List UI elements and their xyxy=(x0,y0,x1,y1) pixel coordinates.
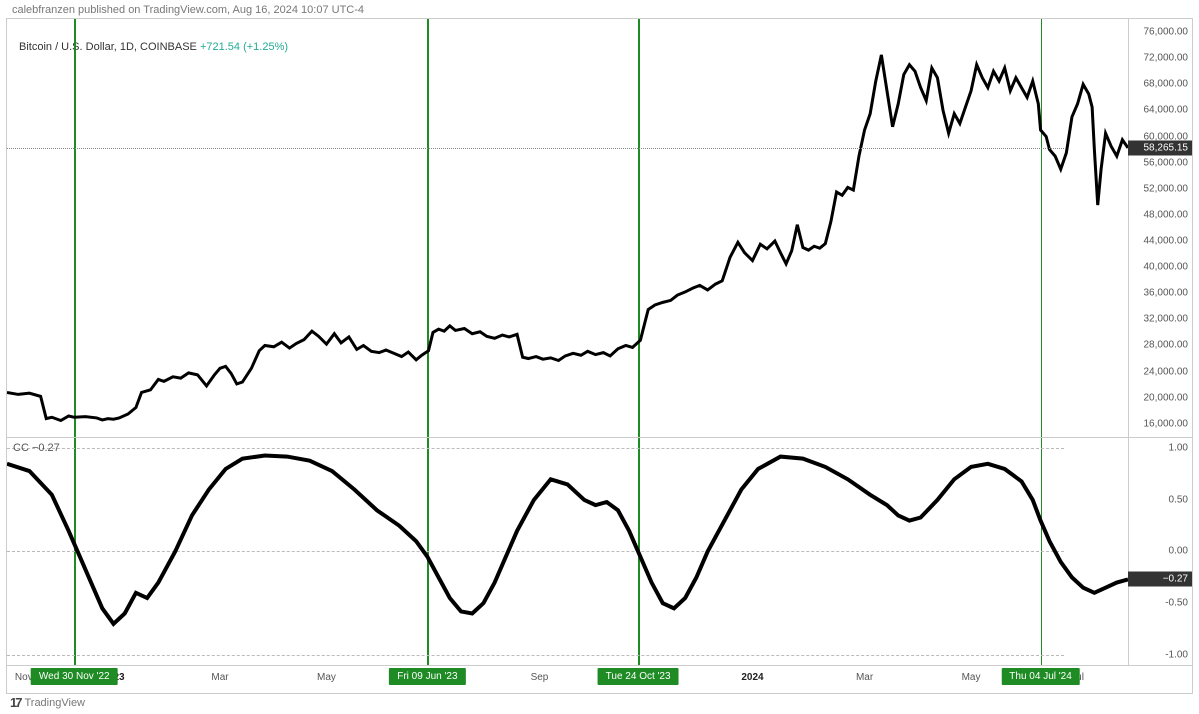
indicator-series xyxy=(7,438,1128,665)
price-series xyxy=(7,19,1128,437)
publish-info: calebfranzen published on TradingView.co… xyxy=(12,4,364,16)
indicator-y-axis: -1.00-0.500.000.501.00 xyxy=(1128,438,1192,665)
event-marker-label: Thu 04 Jul '24 xyxy=(1001,668,1080,685)
tv-logo-icon: 17 xyxy=(10,695,20,710)
time-axis: Nov2023MarMayJulSepNov2024MarMayJulWed 3… xyxy=(7,665,1192,693)
indicator-current-badge: −0.27 xyxy=(1128,572,1192,587)
indicator-pane[interactable]: CC −0.27 -1.00-0.500.000.501.00 −0.27 xyxy=(7,437,1192,665)
price-y-axis: 16,000.0020,000.0024,000.0028,000.0032,0… xyxy=(1128,19,1192,437)
current-price-badge: 58,265.15 xyxy=(1128,140,1192,155)
current-price-line xyxy=(7,148,1064,149)
price-pane[interactable]: 16,000.0020,000.0024,000.0028,000.0032,0… xyxy=(7,19,1192,437)
event-marker-label: Wed 30 Nov '22 xyxy=(31,668,118,685)
event-marker-label: Tue 24 Oct '23 xyxy=(598,668,679,685)
event-marker-label: Fri 09 Jun '23 xyxy=(389,668,465,685)
indicator-title: CC −0.27 xyxy=(13,442,60,454)
tradingview-watermark: 17 TradingView xyxy=(10,695,85,710)
chart-container: Bitcoin / U.S. Dollar, 1D, COINBASE +721… xyxy=(6,18,1193,694)
